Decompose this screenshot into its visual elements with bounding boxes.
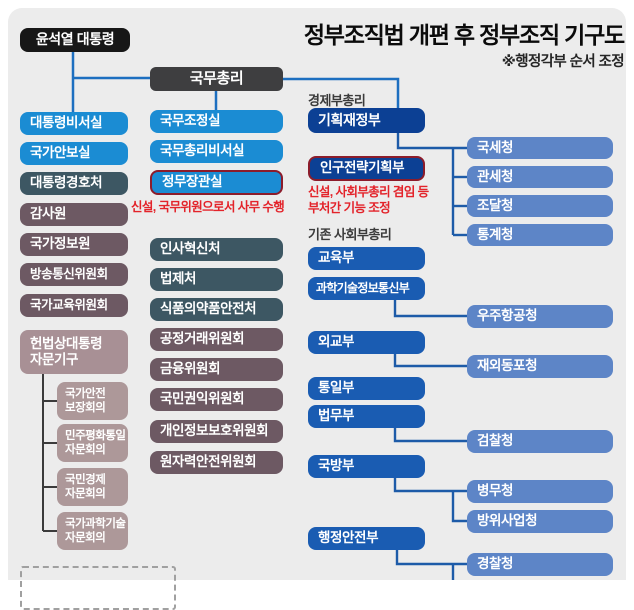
left-box-presidential-security: 대통령경호처 xyxy=(20,172,128,195)
ministry-box-foreign-affairs: 외교부 xyxy=(308,331,425,354)
middle-box-pipc: 개인정보보호위원회 xyxy=(150,420,283,443)
cutoff-legend-box xyxy=(20,566,176,610)
political-affairs-minister-box: 정무장관실 xyxy=(150,170,283,195)
ministry-box-education: 교육부 xyxy=(308,247,425,270)
connector-moef-bracket-feed xyxy=(396,133,467,150)
middle-box-legislation: 법제처 xyxy=(150,268,283,291)
connector-pm-moef xyxy=(283,77,400,108)
ministry-box-interior-safety: 행정안전부 xyxy=(308,527,425,550)
ministry-box-defense: 국방부 xyxy=(308,455,425,478)
middle-box-personnel-innovation: 인사혁신처 xyxy=(150,238,283,261)
constitutional-advisory-parent-box: 헌법상대통령 자문기구 xyxy=(20,330,128,374)
agency-box-police: 경찰청 xyxy=(467,553,613,576)
advisory-box-national-economy: 국민경제 자문회의 xyxy=(57,468,128,506)
connector-moj-prosecution xyxy=(393,428,467,443)
agency-box-overseas-koreans: 재외동포청 xyxy=(467,355,613,378)
middle-box-acrc: 국민권익위원회 xyxy=(150,388,283,411)
middle-box-fsc: 금융위원회 xyxy=(150,358,283,381)
social-deputy-pm-label: 기존 사회부총리 xyxy=(308,227,392,242)
economy-deputy-pm-label: 경제부총리 xyxy=(308,93,366,108)
agency-box-space: 우주항공청 xyxy=(467,305,613,328)
political-affairs-new-note: 신설, 국무위원으로서 사무 수행 xyxy=(131,200,285,214)
agency-box-dapa: 방위사업청 xyxy=(467,510,613,533)
connector-mofa-okf xyxy=(393,354,467,368)
connector-msit-space xyxy=(393,300,467,318)
moef-box: 기획재정부 xyxy=(308,108,425,133)
middle-box-nssc: 원자력안전위원회 xyxy=(150,451,283,474)
pm-secretariat-box: 국무총리비서실 xyxy=(150,140,283,163)
population-ministry-new-note: 신설, 사회부총리 겸임 등 부처간 기능 조정 xyxy=(308,185,429,216)
connector-mnd-dapa xyxy=(451,491,467,523)
population-strategy-ministry-box: 인구전략기획부 xyxy=(308,156,425,181)
prime-minister-box: 국무총리 xyxy=(150,67,283,91)
agency-box-customs: 관세청 xyxy=(467,166,613,188)
agency-box-procurement: 조달청 xyxy=(467,195,613,217)
connector-mnd-feed xyxy=(393,478,467,493)
middle-box-food-drug-safety: 식품의약품안전처 xyxy=(150,298,283,321)
ministry-box-msit: 과학기술정보통신부 xyxy=(308,277,425,300)
pm-office-coordination-box: 국무조정실 xyxy=(150,110,283,133)
advisory-box-nsc: 국가안전 보장회의 xyxy=(57,382,128,420)
connector-mois-police xyxy=(395,550,467,566)
agency-box-military-manpower: 병무청 xyxy=(467,480,613,503)
advisory-box-science-technology: 국가과학기술 자문회의 xyxy=(57,512,128,550)
left-box-national-education-committee: 국가교육위원회 xyxy=(20,294,128,317)
ministry-box-unification: 통일부 xyxy=(308,377,425,400)
middle-box-ftc: 공정거래위원회 xyxy=(150,328,283,351)
left-box-presidential-secretariat: 대통령비서실 xyxy=(20,112,128,135)
left-box-audit-board: 감사원 xyxy=(20,203,128,226)
connector-lines xyxy=(42,52,467,580)
president-box: 윤석열 대통령 xyxy=(20,28,130,52)
agency-box-national-tax: 국세청 xyxy=(467,137,613,159)
agency-box-statistics: 통계청 xyxy=(467,224,613,246)
ministry-box-justice: 법무부 xyxy=(308,405,425,428)
left-box-nis: 국가정보원 xyxy=(20,233,128,256)
left-box-national-security-office: 국가안보실 xyxy=(20,142,128,165)
page-subtitle: ※행정각부 순서 조정 xyxy=(501,54,625,70)
advisory-box-peaceful-unification: 민주평화통일 자문회의 xyxy=(57,424,128,462)
page-title: 정부조직법 개편 후 정부조직 기구도 xyxy=(303,22,625,48)
left-box-kcc: 방송통신위원회 xyxy=(20,263,128,286)
agency-box-prosecution: 검찰청 xyxy=(467,430,613,453)
